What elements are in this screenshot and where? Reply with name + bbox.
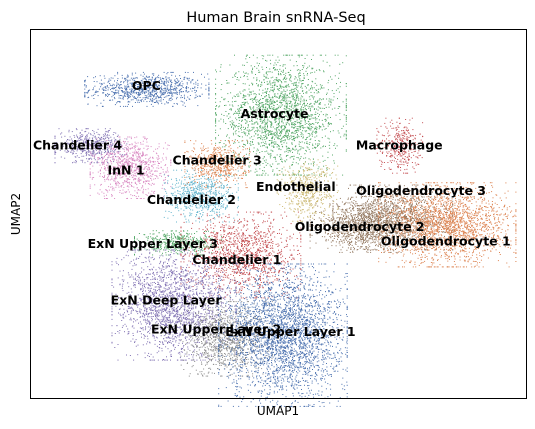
cluster-label-chandelier-2: Chandelier 2 [147,192,236,207]
cluster-label-chandelier-3: Chandelier 3 [173,153,262,168]
cluster-label-chandelier-1: Chandelier 1 [192,252,281,267]
cluster-points-chandelier-3 [184,140,251,189]
cluster-points-inn-1 [89,136,172,199]
cluster-label-oligodendrocyte-1: Oligodendrocyte 1 [381,234,511,249]
cluster-points-chandelier-2 [163,169,239,223]
cluster-label-exn-upper-layer-3: ExN Upper Layer 3 [88,236,218,251]
cluster-points-astrocyte [215,54,347,176]
cluster-points-exn-upper-layer-3 [134,230,223,256]
cluster-label-exn-upper-layer-1: ExN Upper Layer 1 [225,324,355,339]
cluster-label-opc: OPC [132,78,161,93]
cluster-points-chandelier-4 [54,128,128,164]
cluster-label-exn-upper-layer-2: ExN Upper Layer 2 [151,321,281,336]
cluster-points-oligodendrocyte-1 [378,182,517,268]
x-axis-label: UMAP1 [257,404,299,418]
plot-frame [30,29,527,399]
cluster-label-exn-deep-layer: ExN Deep Layer [111,292,223,307]
y-axis-label: UMAP2 [9,193,23,235]
cluster-points-exn-upper-layer-1 [218,263,348,407]
cluster-label-inn-1: InN 1 [107,162,144,177]
cluster-label-chandelier-4: Chandelier 4 [33,137,122,152]
cluster-label-astrocyte: Astrocyte [241,106,309,121]
scatter-points [54,54,517,407]
cluster-points-opc [84,71,210,107]
cluster-points-oligodendrocyte-2 [309,203,411,253]
cluster-points-macrophage [376,117,424,174]
cluster-label-oligodendrocyte-2: Oligodendrocyte 2 [295,219,425,234]
cluster-label-macrophage: Macrophage [356,137,443,152]
cluster-label-endothelial: Endothelial [256,179,336,194]
chart-title: Human Brain snRNA-Seq [186,10,365,26]
cluster-points-chandelier-1 [180,211,302,299]
cluster-points-endothelial [276,159,339,222]
cluster-label-oligodendrocyte-3: Oligodendrocyte 3 [356,183,486,198]
